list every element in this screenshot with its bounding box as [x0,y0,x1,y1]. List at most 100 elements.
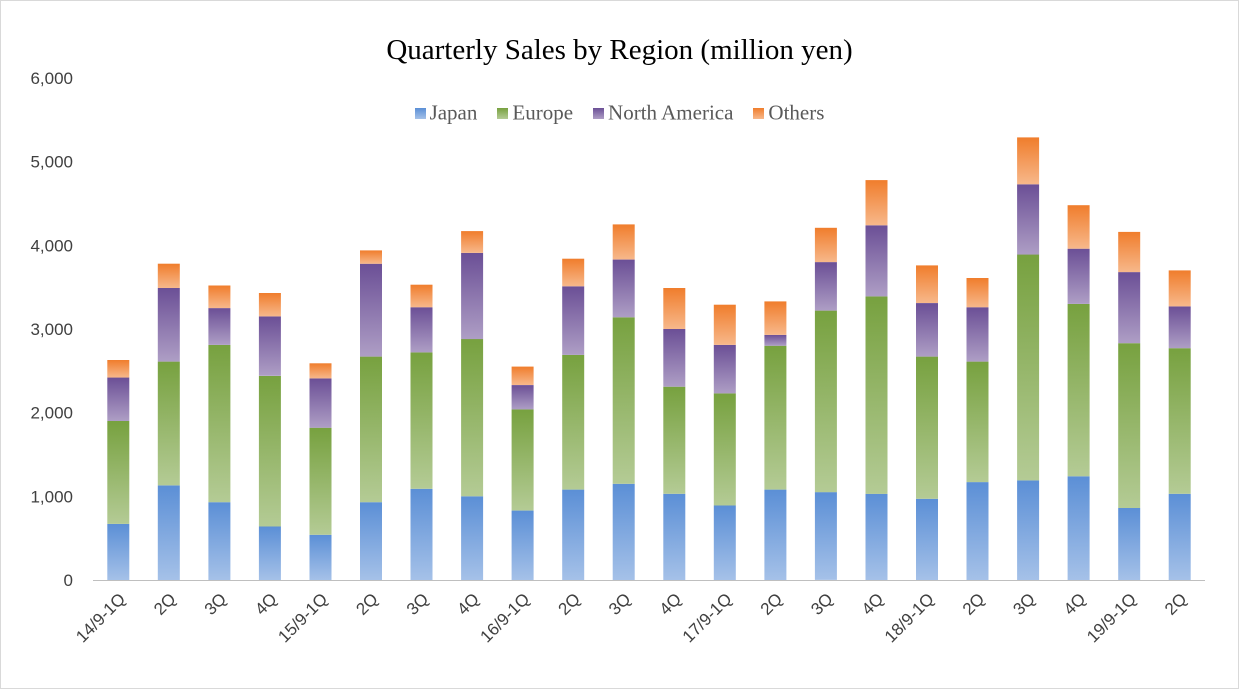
bar-segment-europe [1017,254,1040,481]
bar-segment-japan [764,489,787,580]
x-tick-label: 4Q [251,589,280,618]
x-tick-label: 2Q [352,589,381,618]
bar-segment-north-america [410,307,433,353]
x-tick-label: 4Q [1060,589,1089,618]
bar-segment-europe [511,409,534,511]
bar-segment-others [461,231,484,253]
legend-item-north-america: North America [593,99,733,126]
bar-segment-north-america [1067,248,1090,304]
bar-segment-north-america [865,225,888,297]
x-tick-label: 3Q [403,589,432,618]
bar-segment-japan [1067,476,1090,580]
bar-segment-japan [1118,508,1141,580]
bar-segment-north-america [360,263,382,357]
bar-segment-europe [612,317,635,484]
legend-label: Japan [429,100,478,125]
bar-segment-others [410,284,433,308]
x-tick-label: 3Q [201,589,230,618]
bar-segment-others [157,263,180,288]
y-tick-label: 2,000 [30,404,73,423]
bar-segment-north-america [107,377,130,421]
x-tick-label: 2Q [1161,589,1190,618]
bar-segment-europe [916,356,938,499]
bar-segment-others [663,288,686,329]
bar-segment-japan [410,488,433,580]
bar-segment-europe [562,354,585,490]
bar-segment-europe [1067,303,1090,477]
x-tick-label: 17/9-1Q [679,589,736,646]
x-tick-label: 3Q [605,589,634,618]
bar-segment-japan [1017,480,1040,580]
bar-segment-europe [360,356,382,503]
chart-title: Quarterly Sales by Region (million yen) [386,34,853,66]
bar-segment-europe [410,352,433,489]
bar-segment-others [1017,137,1040,185]
legend-swatch-europe [497,107,509,119]
bar-segment-north-america [764,334,787,346]
bar-segment-japan [916,498,938,580]
y-tick-label: 1,000 [30,487,73,506]
bar-segment-europe [107,421,130,524]
bar-segment-others [309,363,332,379]
y-tick-label: 6,000 [30,69,73,88]
bar-segment-north-america [663,329,686,387]
bar-segment-others [916,265,938,303]
bar-segment-japan [208,502,231,580]
bar-segment-others [612,224,635,260]
bar-segment-north-america [713,344,736,394]
bar-segment-north-america [966,307,989,362]
bar-segment-japan [258,526,281,580]
bar-segment-europe [1118,343,1141,508]
bar-segment-europe [814,310,837,493]
legend-label: Europe [512,100,574,125]
bar-segment-japan [814,492,837,580]
x-tick-label: 15/9-1Q [274,589,331,646]
x-tick-label: 3Q [1009,589,1038,618]
bar-segment-europe [461,339,484,497]
bar-segment-europe [865,296,888,494]
legend-label: North America [608,100,734,125]
bar-segment-others [713,304,736,345]
bar-segment-japan [562,489,585,580]
bar-segment-north-america [1118,272,1141,344]
bar-segment-japan [461,496,484,580]
bar-segment-europe [208,344,231,503]
bar-segment-north-america [258,316,281,376]
bar-segment-north-america [511,385,534,410]
bar-segment-others [208,285,231,309]
legend-item-others: Others [753,99,824,126]
bar-segment-north-america [157,288,180,362]
legend-label: Others [768,100,825,125]
bar-segment-japan [713,505,736,580]
legend-swatch-japan [414,107,426,119]
bar-segment-north-america [916,303,938,357]
bar-segment-north-america [814,262,837,311]
bar-segment-europe [663,386,686,494]
bar-segment-japan [360,502,382,580]
bar-segment-north-america [562,286,585,355]
bar-segment-japan [612,483,635,580]
y-tick-label: 5,000 [30,153,73,172]
bar-segment-europe [1168,348,1191,494]
bar-segment-japan [107,523,130,580]
bar-segment-others [1067,205,1090,249]
bar-segment-north-america [309,378,332,428]
y-tick-label: 3,000 [30,320,73,339]
bar-segment-others [258,293,281,317]
y-tick-label: 0 [64,571,73,590]
x-tick-label: 4Q [858,589,887,618]
bar-segment-japan [1168,493,1191,580]
bar-segment-north-america [1168,306,1191,349]
legend: Japan Europe North America Others [0,98,1239,126]
bar-segment-others [562,258,585,287]
bar-segment-others [511,366,534,385]
x-tick-label: 3Q [807,589,836,618]
bar-segment-japan [157,485,180,580]
legend-swatch-others [753,107,765,119]
x-tick-label: 16/9-1Q [477,589,534,646]
bar-segment-others [1118,231,1141,273]
bar-segment-europe [966,361,989,483]
x-tick-label: 4Q [656,589,685,618]
